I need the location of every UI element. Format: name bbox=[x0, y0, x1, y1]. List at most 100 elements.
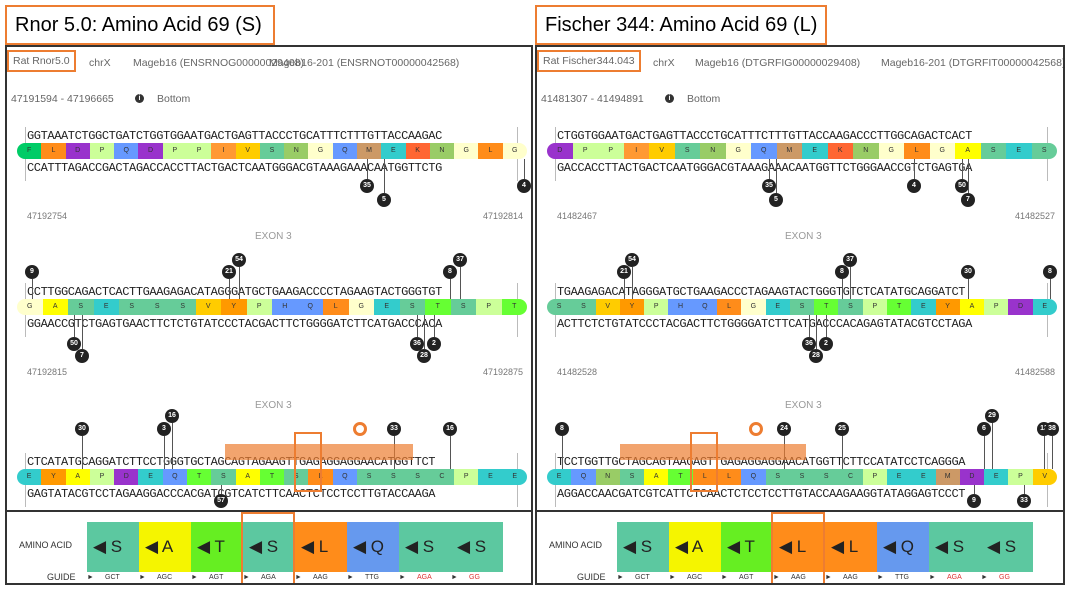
guide-rank-pin[interactable]: 50 bbox=[67, 337, 81, 351]
amino-acid-cell: P bbox=[89, 469, 115, 485]
amino-acid-cell: S bbox=[619, 469, 645, 485]
info-icon[interactable]: i bbox=[135, 94, 144, 103]
amino-acid-block[interactable]: ◀ A bbox=[139, 522, 191, 572]
guide-highlight[interactable] bbox=[620, 444, 806, 460]
gene-label[interactable]: Mageb16 (ENSRNOG00000029408) bbox=[133, 57, 305, 69]
cut-site-line bbox=[32, 279, 33, 299]
amino-acid-block[interactable]: ◀ A bbox=[669, 522, 721, 572]
guide-rank-pin[interactable]: 25 bbox=[835, 422, 849, 436]
guide-highlight[interactable] bbox=[225, 444, 413, 460]
info-icon[interactable]: i bbox=[665, 94, 674, 103]
guide-rank-pin[interactable]: 29 bbox=[985, 409, 999, 423]
amino-acid-block[interactable]: ◀ L bbox=[295, 522, 347, 572]
guide-rank-pin[interactable]: 50 bbox=[955, 179, 969, 193]
amino-acid-cell: G bbox=[878, 143, 904, 159]
guide-rank-pin[interactable]: 16 bbox=[165, 409, 179, 423]
amino-acid-cell: S bbox=[1031, 143, 1057, 159]
guide-arrow-icon: ► bbox=[295, 574, 302, 581]
amino-acid-block[interactable]: ◀ S bbox=[929, 522, 981, 572]
guide-rank-pin[interactable]: 36 bbox=[802, 337, 816, 351]
amino-acid-block[interactable]: ◀ T bbox=[721, 522, 773, 572]
guide-rank-pin[interactable]: 8 bbox=[555, 422, 569, 436]
guide-rank-pin[interactable]: 37 bbox=[453, 253, 467, 267]
amino-acid-block[interactable]: ◀ T bbox=[191, 522, 243, 572]
guide-rank-pin[interactable]: 38 bbox=[1045, 422, 1059, 436]
assembly-label[interactable]: Rat Fischer344.043 bbox=[537, 50, 641, 72]
amino-acid-cell: E bbox=[138, 469, 163, 485]
amino-acid-block[interactable]: ◀ S bbox=[617, 522, 669, 572]
guide-rank-pin[interactable]: 16 bbox=[443, 422, 457, 436]
amino-acid-block[interactable]: ◀ S bbox=[451, 522, 503, 572]
amino-acid-cell: A bbox=[644, 469, 669, 485]
gene-label[interactable]: Mageb16 (DTGRFIG00000029408) bbox=[695, 57, 861, 69]
transcript-label[interactable]: Mageb16-201 (ENSRNOT00000042568) bbox=[269, 57, 460, 69]
range-label: 47191594 - 47196665 bbox=[11, 93, 114, 105]
guide-rank-pin[interactable]: 37 bbox=[843, 253, 857, 267]
amino-acid-cell: C bbox=[429, 469, 455, 485]
amino-acid-block[interactable]: ◀ Q bbox=[877, 522, 929, 572]
guide-rank-pin[interactable]: 30 bbox=[75, 422, 89, 436]
amino-acid-cell: E bbox=[547, 469, 572, 485]
guide-rank-pin[interactable]: 8 bbox=[443, 265, 457, 279]
guide-rank-pin[interactable]: 28 bbox=[809, 349, 823, 363]
guide-rank-pin[interactable]: 9 bbox=[25, 265, 39, 279]
chromosome-label[interactable]: chrX bbox=[89, 57, 111, 69]
amino-acid-block[interactable]: ◀ Q bbox=[347, 522, 399, 572]
guide-rank-pin[interactable]: 5 bbox=[769, 193, 783, 207]
guide-rank-pin[interactable]: 2 bbox=[427, 337, 441, 351]
guide-rank-pin[interactable]: 30 bbox=[961, 265, 975, 279]
bottom-strand: GAGTATACGTCCTAGAAGGACCCACGATCGTCATCTTCAA… bbox=[27, 487, 436, 501]
guide-rank-pin[interactable]: 33 bbox=[1017, 494, 1031, 508]
cut-site-line bbox=[424, 315, 425, 349]
amino-acid-block[interactable]: ◀ S bbox=[87, 522, 139, 572]
guide-codon: TTG bbox=[895, 574, 909, 581]
guide-rank-pin[interactable]: 7 bbox=[75, 349, 89, 363]
cut-site-line bbox=[984, 436, 985, 469]
cut-site-line bbox=[172, 423, 173, 469]
guide-rank-pin[interactable]: 28 bbox=[417, 349, 431, 363]
guide-rank-pin[interactable]: 33 bbox=[387, 422, 401, 436]
left-panel: Rat Rnor5.0 chrX Mageb16 (ENSRNOG000000294… bbox=[5, 45, 533, 585]
guide-rank-pin[interactable]: 54 bbox=[232, 253, 246, 267]
cut-site-line bbox=[842, 436, 843, 469]
amino-acid-block[interactable]: ◀ L bbox=[825, 522, 877, 572]
guide-rank-pin[interactable]: 2 bbox=[819, 337, 833, 351]
guide-rank-pin[interactable]: 21 bbox=[617, 265, 631, 279]
guide-rank-pin[interactable]: 4 bbox=[517, 179, 531, 193]
end-position: 47192814 bbox=[482, 211, 523, 221]
amino-acid-block[interactable]: ◀ S bbox=[399, 522, 451, 572]
guide-rank-pin[interactable]: 8 bbox=[1043, 265, 1057, 279]
guide-rank-pin[interactable]: 9 bbox=[967, 494, 981, 508]
top-strand: GGTAAATCTGGCTGATCTGGTGGAATGACTGAGTTACCCT… bbox=[27, 129, 442, 143]
selected-guide-marker[interactable] bbox=[353, 422, 367, 436]
guide-rank-pin[interactable]: 3 bbox=[157, 422, 171, 436]
amino-acid-cell: F bbox=[17, 143, 42, 159]
guide-rank-pin[interactable]: 8 bbox=[835, 265, 849, 279]
amino-acid-cell: T bbox=[886, 299, 912, 315]
bottom-strand: GACCACCTTACTGACTCAATGGGACGTAAAGAAACAATGG… bbox=[557, 161, 972, 175]
selected-guide-marker[interactable] bbox=[749, 422, 763, 436]
guide-rank-pin[interactable]: 7 bbox=[961, 193, 975, 207]
amino-acid-cell: E bbox=[502, 469, 527, 485]
guide-rank-pin[interactable]: 36 bbox=[410, 337, 424, 351]
amino-acid-block[interactable]: ◀ S bbox=[981, 522, 1033, 572]
guide-rank-pin[interactable]: 5 bbox=[377, 193, 391, 207]
guide-rank-pin[interactable]: 6 bbox=[977, 422, 991, 436]
amino-acid-block[interactable]: ◀ L bbox=[773, 522, 825, 572]
guide-rank-pin[interactable]: 35 bbox=[762, 179, 776, 193]
guide-rank-pin[interactable]: 57 bbox=[214, 494, 228, 508]
guide-rank-pin[interactable]: 35 bbox=[360, 179, 374, 193]
guide-codon: AGA bbox=[261, 574, 276, 581]
guide-rank-pin[interactable]: 4 bbox=[907, 179, 921, 193]
cut-site-line bbox=[826, 315, 827, 337]
amino-acid-cell: I bbox=[211, 143, 236, 159]
transcript-label[interactable]: Mageb16-201 (DTGRFIT00000042568) bbox=[881, 57, 1065, 69]
cut-site-line bbox=[524, 159, 525, 179]
assembly-label[interactable]: Rat Rnor5.0 bbox=[7, 50, 76, 72]
amino-acid-block[interactable]: ◀ S bbox=[243, 522, 295, 572]
chromosome-label[interactable]: chrX bbox=[653, 57, 675, 69]
guide-rank-pin[interactable]: 54 bbox=[625, 253, 639, 267]
guide-rank-pin[interactable]: 24 bbox=[777, 422, 791, 436]
guide-rank-pin[interactable]: 21 bbox=[222, 265, 236, 279]
